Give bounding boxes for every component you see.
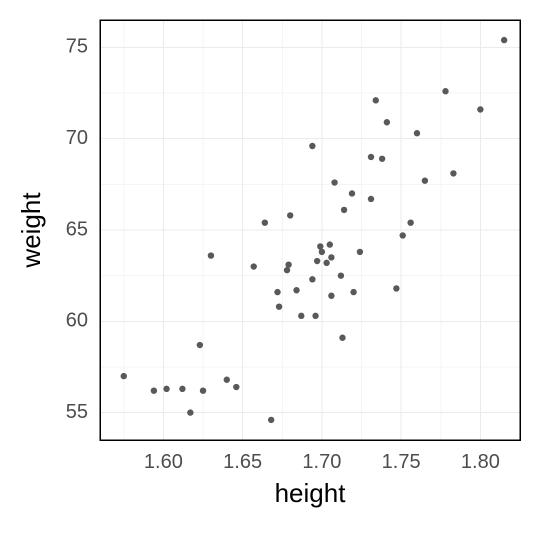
scatter-point <box>151 387 157 393</box>
scatter-point <box>477 106 483 112</box>
scatter-point <box>422 177 428 183</box>
scatter-point <box>328 293 334 299</box>
scatter-point <box>268 417 274 423</box>
scatter-point <box>309 143 315 149</box>
scatter-point <box>379 156 385 162</box>
scatter-point <box>393 285 399 291</box>
x-tick-label: 1.80 <box>461 451 500 473</box>
scatter-point <box>251 263 257 269</box>
scatter-point <box>274 289 280 295</box>
y-axis-title: weight <box>16 192 46 269</box>
x-tick-label: 1.75 <box>382 451 421 473</box>
scatter-point <box>276 303 282 309</box>
scatter-point <box>293 287 299 293</box>
scatter-point <box>233 384 239 390</box>
scatter-point <box>400 232 406 238</box>
scatter-point <box>341 207 347 213</box>
scatter-point <box>121 373 127 379</box>
scatter-point <box>285 261 291 267</box>
scatter-point <box>442 88 448 94</box>
scatter-point <box>414 130 420 136</box>
scatter-point <box>284 267 290 273</box>
scatter-point <box>368 154 374 160</box>
scatter-point <box>357 249 363 255</box>
scatter-point <box>200 387 206 393</box>
x-tick-label: 1.70 <box>302 451 341 473</box>
scatter-point <box>328 254 334 260</box>
scatter-point <box>314 258 320 264</box>
scatter-point <box>349 190 355 196</box>
x-tick-label: 1.65 <box>223 451 262 473</box>
scatter-point <box>384 119 390 125</box>
scatter-point <box>317 243 323 249</box>
scatter-point <box>224 377 230 383</box>
scatter-point <box>501 37 507 43</box>
scatter-point <box>450 170 456 176</box>
y-tick-label: 55 <box>66 401 88 423</box>
scatter-point <box>327 241 333 247</box>
scatter-point <box>373 97 379 103</box>
scatter-point <box>187 409 193 415</box>
scatter-point <box>163 386 169 392</box>
scatter-point <box>312 313 318 319</box>
scatter-point <box>179 386 185 392</box>
x-tick-label: 1.60 <box>144 451 183 473</box>
scatter-point <box>338 272 344 278</box>
scatter-point <box>339 335 345 341</box>
y-tick-label: 65 <box>66 218 88 240</box>
scatter-point <box>262 219 268 225</box>
scatter-point <box>407 219 413 225</box>
scatter-point <box>309 276 315 282</box>
scatter-point <box>287 212 293 218</box>
scatter-point <box>368 196 374 202</box>
chart-svg: 1.60 1.65 1.70 1.75 1.80 55 60 65 70 75 height weig… <box>0 0 540 540</box>
scatter-point <box>319 249 325 255</box>
y-tick-label: 60 <box>66 310 88 332</box>
scatter-chart: 1.60 1.65 1.70 1.75 1.80 55 60 65 70 75 height weig… <box>0 0 540 540</box>
scatter-point <box>323 260 329 266</box>
scatter-point <box>298 313 304 319</box>
scatter-point <box>197 342 203 348</box>
scatter-point <box>331 179 337 185</box>
x-axis-title: height <box>275 478 347 508</box>
y-tick-label: 75 <box>66 36 88 58</box>
scatter-point <box>350 289 356 295</box>
scatter-point <box>208 252 214 258</box>
y-tick-label: 70 <box>66 127 88 149</box>
